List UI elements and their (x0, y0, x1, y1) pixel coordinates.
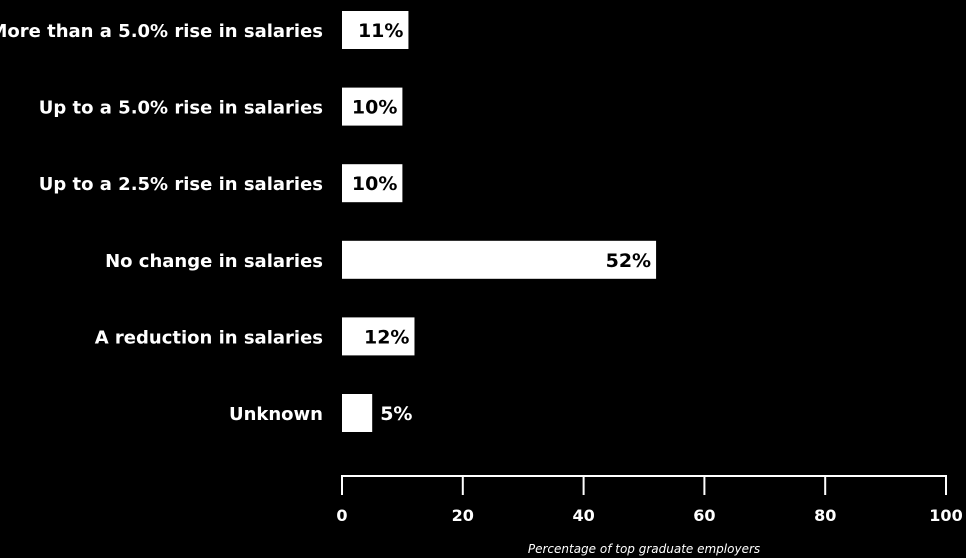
bar (342, 164, 403, 203)
category-label: More than a 5.0% rise in salaries (0, 21, 323, 42)
x-tick-label: 0 (336, 506, 347, 525)
data-label: 52% (606, 250, 651, 272)
data-label: 10% (352, 173, 397, 195)
x-tick-label: 40 (572, 506, 594, 525)
bar (342, 394, 373, 432)
x-tick-label: 20 (452, 506, 474, 525)
x-tick-label: 60 (693, 506, 715, 525)
bar (342, 240, 657, 279)
x-axis-title: Percentage of top graduate employers (528, 542, 760, 556)
bars-layer: More than a 5.0% rise in salaries 11% Up t… (0, 11, 657, 432)
data-label: 10% (352, 97, 397, 119)
x-axis: 0 20 40 60 80 100 (336, 475, 963, 525)
bar (342, 317, 415, 356)
category-label: No change in salaries (105, 251, 323, 272)
bar (342, 11, 409, 49)
x-tick-label: 100 (929, 506, 962, 525)
data-label: 12% (364, 326, 409, 348)
data-label: 5% (380, 403, 412, 425)
bar (342, 87, 403, 126)
category-label: A reduction in salaries (95, 327, 323, 348)
category-label: Up to a 5.0% rise in salaries (39, 98, 323, 119)
x-tick-label: 80 (814, 506, 836, 525)
category-label: Up to a 2.5% rise in salaries (39, 174, 323, 195)
category-label: Unknown (229, 404, 323, 425)
data-label: 11% (358, 20, 403, 42)
